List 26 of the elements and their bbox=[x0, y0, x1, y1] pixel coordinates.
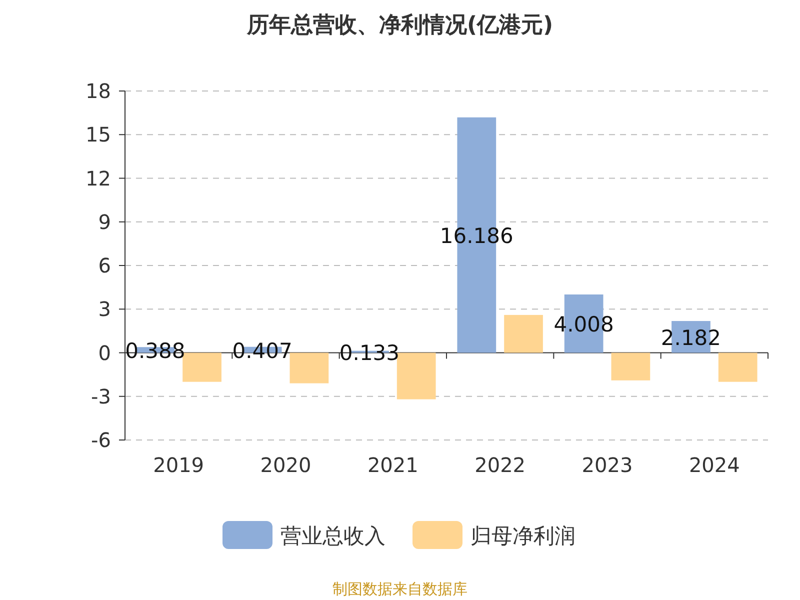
legend-label: 营业总收入 bbox=[280, 524, 386, 548]
legend-label: 归母净利润 bbox=[470, 524, 576, 548]
x-tick-label: 2020 bbox=[260, 453, 312, 477]
bar bbox=[718, 352, 758, 382]
y-tick-label: 12 bbox=[86, 166, 111, 190]
bar bbox=[611, 352, 650, 380]
x-tick-label: 2024 bbox=[688, 453, 740, 477]
chart-title: 历年总营收、净利情况(亿港元) bbox=[246, 13, 554, 38]
bar bbox=[504, 314, 543, 353]
y-tick-label: 6 bbox=[98, 254, 111, 278]
y-tick-label: 18 bbox=[86, 79, 111, 103]
x-tick-label: 2022 bbox=[474, 453, 526, 477]
bar bbox=[396, 352, 436, 400]
text: 制图数据来自数据库 bbox=[332, 580, 468, 598]
bar bbox=[290, 352, 329, 384]
y-tick-label: 3 bbox=[98, 297, 111, 322]
x-tick-label: 2021 bbox=[367, 453, 418, 477]
data-label: 0.407 bbox=[232, 338, 292, 363]
bar bbox=[182, 352, 222, 382]
y-tick-label: -6 bbox=[91, 428, 111, 452]
x-tick-label: 2019 bbox=[153, 453, 204, 477]
x-tick-label: 2023 bbox=[582, 453, 633, 477]
y-tick-label: -3 bbox=[91, 384, 111, 408]
y-tick-label: 15 bbox=[86, 122, 111, 147]
y-tick-label: 9 bbox=[98, 210, 111, 234]
y-tick-label: 0 bbox=[98, 340, 111, 365]
